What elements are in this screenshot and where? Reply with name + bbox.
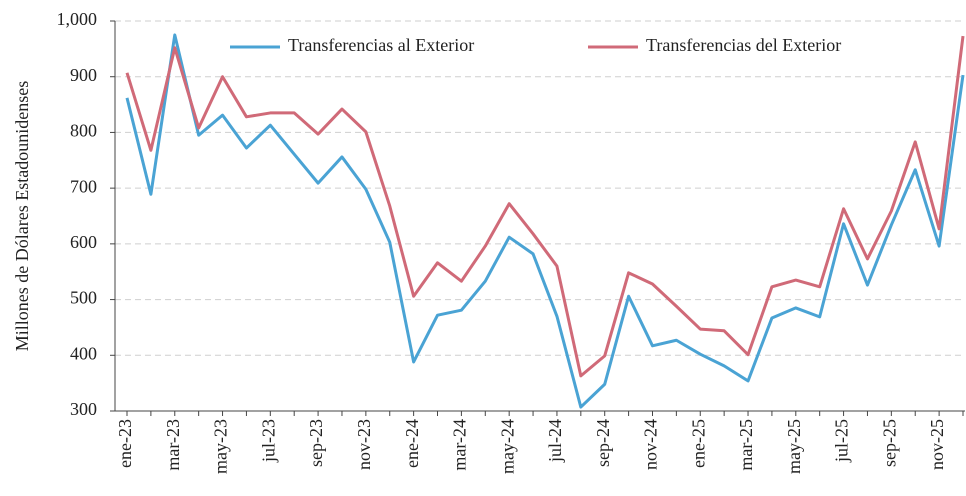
x-tick-label: sep-25 [879, 419, 899, 467]
x-tick-label: mar-23 [163, 419, 183, 471]
x-tick-label: jul-24 [545, 419, 565, 463]
legend-label: Transferencias al Exterior [288, 35, 474, 55]
y-tick-label: 600 [70, 232, 97, 252]
x-tick-label: nov-25 [927, 419, 947, 470]
x-tick-label: jul-23 [258, 419, 278, 463]
y-tick-label: 800 [70, 121, 97, 141]
y-tick-label: 400 [70, 343, 97, 363]
series-line [125, 35, 965, 378]
x-tick-label: may-24 [497, 419, 517, 474]
y-tick-label: 900 [70, 65, 97, 85]
x-tick-label: may-25 [784, 419, 804, 474]
series-line [125, 33, 965, 409]
x-tick-label: nov-24 [641, 419, 661, 470]
legend-label: Transferencias del Exterior [646, 35, 841, 55]
y-tick-label: 300 [70, 399, 97, 419]
x-tick-label: may-23 [211, 419, 231, 474]
x-tick-label: ene-23 [115, 419, 135, 468]
x-tick-label: sep-23 [306, 419, 326, 467]
y-tick-label: 500 [70, 288, 97, 308]
x-tick-label: mar-25 [736, 419, 756, 471]
x-tick-label: ene-24 [402, 419, 422, 468]
y-tick-label: 1,000 [57, 9, 98, 29]
x-tick-label: sep-24 [593, 419, 613, 467]
x-tick-label: nov-23 [354, 419, 374, 470]
x-tick-label: jul-25 [832, 419, 852, 463]
x-tick-label: mar-24 [450, 419, 470, 471]
y-axis-label: Millones de Dólares Estadounidenses [12, 81, 32, 351]
y-tick-label: 700 [70, 176, 97, 196]
x-tick-label: ene-25 [688, 419, 708, 468]
